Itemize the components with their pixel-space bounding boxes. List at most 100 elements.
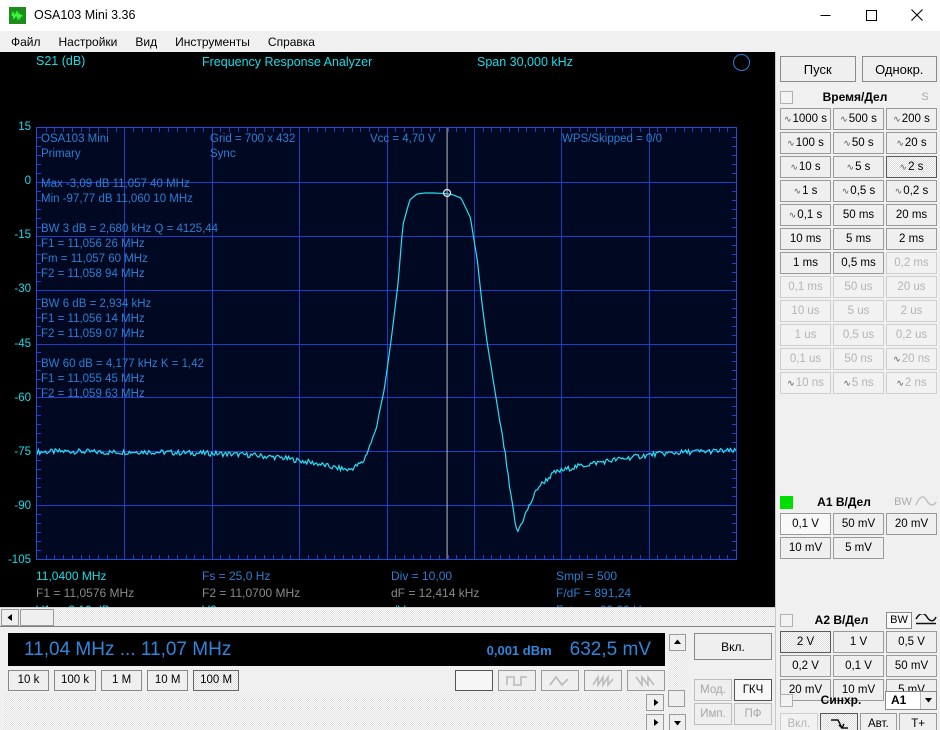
scroll-right-arrow-icon[interactable] (646, 714, 664, 730)
time-per-div-button[interactable]: 10 ms (780, 228, 831, 250)
y-axis-tick: 0 (24, 175, 31, 188)
annotation-line: Primary (41, 148, 81, 160)
sync-source-select[interactable]: A1 (885, 690, 937, 710)
a2-volts-button[interactable]: 0,2 V (780, 655, 831, 677)
time-per-div-button[interactable]: 2 ms (886, 228, 937, 250)
a1-volts-button[interactable]: 5 mV (833, 537, 884, 559)
scroll-down-arrow-icon[interactable] (669, 714, 686, 730)
time-per-div-button[interactable]: 50 ms (833, 204, 884, 226)
sine-wave-icon[interactable] (455, 669, 493, 691)
time-per-div-button[interactable]: ∿ 1 s (780, 180, 831, 202)
button-label: 50 us (844, 281, 873, 293)
minimize-icon[interactable] (802, 0, 848, 31)
time-per-div-button[interactable]: ∿ 10 s (780, 156, 831, 178)
generator-scrollbar-1[interactable] (4, 693, 665, 712)
readout-value: V2 = ... (202, 602, 240, 607)
generator-mode-button: Имп. (694, 703, 732, 725)
a1-volts-button[interactable]: 50 mV (833, 513, 884, 535)
time-per-div-button[interactable]: ∿ 500 s (833, 108, 884, 130)
scope-display[interactable]: S21 (dB) Frequency Response Analyzer Spa… (0, 52, 775, 607)
time-per-div-button[interactable]: ∿ 5 s (833, 156, 884, 178)
a2-volts-button[interactable]: 10 mV (833, 679, 884, 701)
annotation-line: Min -97,77 dB 11,060 10 MHz (41, 193, 193, 205)
a2-volts-button[interactable]: 2 V (780, 631, 831, 653)
sync-enable-checkbox[interactable] (780, 693, 793, 707)
slope-edge-icon[interactable] (819, 713, 858, 730)
a2-enable-checkbox[interactable] (780, 613, 793, 627)
time-per-div-button: 0,5 us (833, 324, 884, 346)
sync-button[interactable]: T+ (899, 713, 937, 730)
scroll-thumb[interactable] (20, 608, 54, 626)
menu-item-file[interactable]: Файл (11, 34, 41, 49)
annotation-line: Max -3,09 dB 11,057 40 MHz (41, 178, 190, 190)
time-enable-checkbox[interactable] (780, 90, 793, 104)
time-per-div-button[interactable]: ∿ 0,5 s (833, 180, 884, 202)
menu-item-view[interactable]: Вид (135, 34, 158, 49)
annotation-line: F1 = 11,055 45 MHz (41, 373, 145, 385)
readout-value: F2 = 11,0700 MHz (202, 586, 301, 600)
scroll-right-arrow-icon[interactable] (646, 694, 664, 711)
frequency-step-button[interactable]: 1 M (101, 669, 143, 691)
y-axis-tick: 15 (18, 121, 31, 133)
time-per-div-button[interactable]: ∿ 200 s (886, 108, 937, 130)
time-per-div-button[interactable]: ∿ 1000 s (780, 108, 831, 130)
maximize-icon[interactable] (848, 0, 894, 31)
generator-scrollbar-2[interactable] (4, 713, 665, 730)
approx-tilde-icon: ∿ (896, 377, 904, 388)
frequency-step-button[interactable]: 100 M (193, 669, 240, 691)
time-per-div-button[interactable]: ∿ 100 s (780, 132, 831, 154)
approx-tilde-icon: ∿ (783, 113, 792, 124)
a1-bw-label[interactable]: BW (894, 496, 912, 508)
generator-vertical-scrollbar[interactable] (668, 633, 687, 730)
time-per-div-button[interactable]: 0,5 ms (833, 252, 884, 274)
menu-item-tools[interactable]: Инструменты (175, 34, 250, 49)
single-button[interactable]: Однокр. (861, 56, 937, 82)
a2-bw-button[interactable]: BW (886, 611, 912, 629)
scroll-track[interactable] (4, 693, 645, 712)
time-per-div-button[interactable]: 1 ms (780, 252, 831, 274)
time-per-div-title: Время/Дел (822, 90, 888, 104)
scroll-thumb[interactable] (668, 690, 685, 707)
a1-volts-button[interactable]: 20 mV (886, 513, 937, 535)
a2-coupling-icon[interactable] (915, 614, 937, 626)
sync-button[interactable]: Авт. (859, 713, 898, 730)
frequency-step-button[interactable]: 100 k (54, 669, 97, 691)
button-label: 2 s (908, 161, 924, 173)
a1-volts-button[interactable]: 0,1 V (780, 513, 831, 535)
generator-power-button[interactable]: Вкл. (694, 633, 772, 660)
scope-horizontal-scrollbar[interactable] (0, 607, 775, 627)
annotation-line (41, 162, 218, 177)
time-per-div-button[interactable]: 5 ms (833, 228, 884, 250)
button-label: 50 s (851, 137, 874, 149)
generator-mode-button[interactable]: ГКЧ (734, 679, 772, 701)
scroll-track[interactable] (4, 713, 645, 730)
sync-buttons: Вкл. Авт. T+ (780, 713, 937, 730)
menu-item-settings[interactable]: Настройки (58, 34, 118, 49)
scroll-track[interactable] (54, 607, 775, 627)
a2-volts-button[interactable]: 1 V (833, 631, 884, 653)
scroll-left-arrow-icon[interactable] (1, 608, 19, 626)
amplitude-value: 632,5 mV (569, 638, 651, 660)
frequency-step-button[interactable]: 10 M (147, 669, 189, 691)
a2-volts-button[interactable]: 0,1 V (833, 655, 884, 677)
time-per-div-button[interactable]: ∿ 20 s (886, 132, 937, 154)
close-icon[interactable] (894, 0, 940, 31)
scroll-track[interactable] (668, 652, 687, 713)
frequency-step-button[interactable]: 10 k (8, 669, 49, 691)
time-per-div-button[interactable]: 20 ms (886, 204, 937, 226)
a2-volts-button[interactable]: 50 mV (886, 655, 937, 677)
time-per-div-button[interactable]: ∿ 2 s (886, 156, 937, 178)
time-per-div-button[interactable]: ∿ 50 s (833, 132, 884, 154)
chevron-down-icon[interactable] (920, 691, 936, 709)
plot-area[interactable]: OSA103 Mini Primary Max -3,09 dB 11,057 40… (36, 127, 737, 560)
a1-volts-button[interactable]: 10 mV (780, 537, 831, 559)
start-button[interactable]: Пуск (780, 56, 856, 82)
a1-coupling-icon[interactable] (915, 496, 937, 508)
menu-item-help[interactable]: Справка (267, 34, 315, 49)
time-per-div-button[interactable]: ∿ 0,1 s (780, 204, 831, 226)
scroll-up-arrow-icon[interactable] (669, 634, 686, 651)
time-per-div-button[interactable]: ∿ 0,2 s (886, 180, 937, 202)
y-axis-tick: -15 (14, 229, 31, 242)
a2-volts-button[interactable]: 0,5 V (886, 631, 937, 653)
a1-color-swatch[interactable] (780, 495, 793, 509)
